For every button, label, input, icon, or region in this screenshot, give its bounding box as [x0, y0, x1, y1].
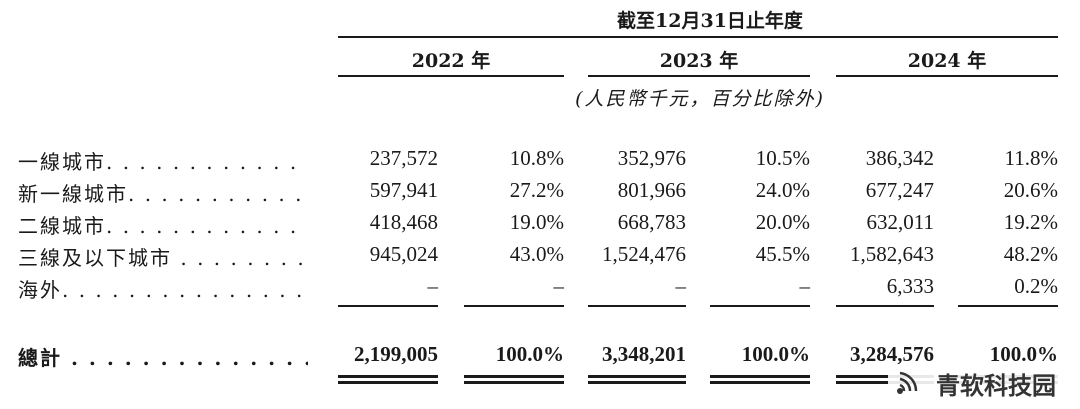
total-double-rule-3: [588, 375, 686, 384]
period-rule: [338, 36, 1058, 38]
cell-2023-pct: 24.0%: [755, 178, 810, 202]
subtotal-rule-4: [710, 305, 810, 307]
cell-2024-pct: 11.8%: [1004, 146, 1058, 170]
subtotal-rule-3: [588, 305, 686, 307]
cell-2024-pct: 0.2%: [1014, 274, 1058, 298]
total-2023-pct: 100.0%: [741, 342, 810, 366]
cell-2023-amount: 668,783: [617, 210, 686, 234]
row-label: 海外. . . . . . . . . . . . . . . . . . . …: [18, 278, 308, 302]
total-row: 總計 . . . . . . . . . . . . . . . . . . .…: [0, 342, 1080, 372]
watermark-text: 青软科技园: [936, 372, 1056, 400]
cell-2024-amount: 677,247: [865, 178, 934, 202]
total-double-rule-1: [338, 375, 438, 384]
cell-2022-pct: –: [553, 274, 565, 298]
row-label: 新一線城市. . . . . . . . . . . . . . .: [18, 182, 308, 206]
row-label: 三線及以下城市 . . . . . . . . . .: [18, 246, 308, 270]
cell-2023-amount: –: [675, 274, 687, 298]
cell-2022-amount: 418,468: [369, 210, 438, 234]
cell-2024-pct: 20.6%: [1003, 178, 1058, 202]
total-double-rule-5: [836, 375, 934, 384]
cell-2024-pct: 19.2%: [1003, 210, 1058, 234]
year-header-2024: 2024 年: [907, 50, 987, 72]
total-2022-pct: 100.0%: [495, 342, 564, 366]
cell-2024-amount: 632,011: [866, 210, 934, 234]
total-label: 總計 . . . . . . . . . . . . . . . . . . .…: [18, 346, 308, 370]
subtotal-rule-2: [464, 305, 564, 307]
cell-2022-amount: –: [427, 274, 439, 298]
total-double-rule-2: [464, 375, 564, 384]
total-2023-amount: 3,348,201: [602, 342, 686, 366]
cell-2024-amount: 1,582,643: [850, 242, 934, 266]
cell-2022-pct: 27.2%: [509, 178, 564, 202]
cell-2023-pct: 20.0%: [755, 210, 810, 234]
sound-wave-icon: [894, 369, 932, 399]
subtotal-rule-6: [958, 305, 1058, 307]
subtotal-rule-5: [836, 305, 934, 307]
year-rule-2022: [338, 75, 564, 77]
year-rule-2023: [588, 75, 810, 77]
table-row: 二線城市. . . . . . . . . . . . . . . . . 41…: [0, 210, 1080, 240]
cell-2022-pct: 43.0%: [509, 242, 564, 266]
cell-2024-pct: 48.2%: [1003, 242, 1058, 266]
period-header: 截至12月31日止年度: [617, 10, 803, 32]
cell-2022-amount: 597,941: [369, 178, 438, 202]
cell-2023-pct: 10.5%: [755, 146, 810, 170]
total-double-rule-4: [710, 375, 810, 384]
subtotal-rule-1: [338, 305, 438, 307]
year-header-2022: 2022 年: [411, 50, 491, 72]
year-header-2023: 2023 年: [659, 50, 739, 72]
table-row: 三線及以下城市 . . . . . . . . . . 945,024 43.0…: [0, 242, 1080, 272]
total-2024-pct: 100.0%: [989, 342, 1058, 366]
row-label: 一線城市. . . . . . . . . . . . . . . . .: [18, 150, 308, 174]
cell-2023-pct: –: [799, 274, 811, 298]
cell-2023-amount: 801,966: [617, 178, 686, 202]
table-row: 一線城市. . . . . . . . . . . . . . . . . 23…: [0, 146, 1080, 176]
total-2024-amount: 3,284,576: [850, 342, 934, 366]
cell-2022-amount: 237,572: [369, 146, 438, 170]
total-2022-amount: 2,199,005: [354, 342, 438, 366]
cell-2022-pct: 10.8%: [509, 146, 564, 170]
cell-2023-amount: 352,976: [617, 146, 686, 170]
row-label: 二線城市. . . . . . . . . . . . . . . . .: [18, 214, 308, 238]
cell-2023-pct: 45.5%: [755, 242, 810, 266]
cell-2024-amount: 386,342: [865, 146, 934, 170]
cell-2022-amount: 945,024: [369, 242, 438, 266]
table-row: 海外. . . . . . . . . . . . . . . . . . . …: [0, 274, 1080, 304]
cell-2023-amount: 1,524,476: [602, 242, 686, 266]
cell-2022-pct: 19.0%: [509, 210, 564, 234]
table-row: 新一線城市. . . . . . . . . . . . . . . 597,9…: [0, 178, 1080, 208]
watermark: 青软科技园: [888, 364, 1062, 403]
cell-2024-amount: 6,333: [886, 274, 934, 298]
unit-note: (人民幣千元，百分比除外): [575, 88, 825, 110]
year-rule-2024: [836, 75, 1058, 77]
